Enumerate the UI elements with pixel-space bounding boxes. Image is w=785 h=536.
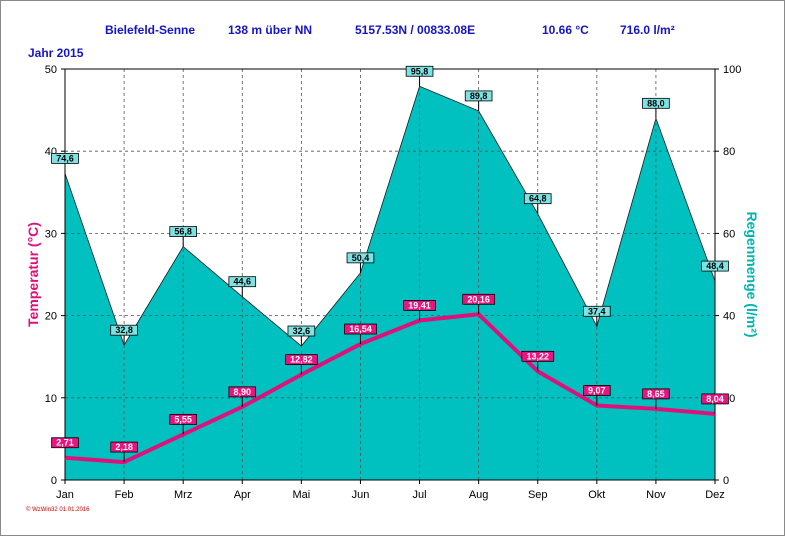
- precip-data-label-box: [287, 325, 316, 337]
- temp-data-label-box: [284, 354, 318, 366]
- y-tick-label-left: 50: [45, 64, 57, 76]
- precip-data-label-box: [228, 276, 257, 288]
- temp-data-label-box: [583, 385, 611, 396]
- station-coordinates: 5157.53N / 00833.08E: [355, 23, 476, 37]
- precip-data-label: 50,4: [352, 253, 370, 263]
- precip-data-label: 74,6: [56, 153, 74, 163]
- footer-credit: © WzWin32 01.01.2016: [26, 507, 90, 513]
- temp-data-label-box: [521, 350, 555, 362]
- precip-data-label: 95,8: [411, 66, 429, 76]
- precip-data-label-box: [405, 65, 434, 77]
- x-tick-label: Dez: [705, 489, 725, 501]
- y-axis-title-right: Regenmenge (l/m²): [744, 211, 760, 337]
- precip-data-label-box: [346, 252, 375, 264]
- station-name: Bielefeld-Senne: [105, 23, 196, 37]
- temp-data-label: 2,18: [115, 442, 133, 452]
- precip-data-label: 64,8: [529, 194, 547, 204]
- station-altitude: 138 m über NN: [228, 23, 313, 37]
- temp-data-label-box: [51, 437, 79, 449]
- x-tick-label: Mrz: [174, 489, 192, 501]
- x-tick-label: Aug: [469, 489, 489, 501]
- mean-temperature: 10.66 °C: [542, 23, 589, 37]
- precip-data-label: 56,8: [174, 227, 192, 237]
- temp-data-label-box: [462, 293, 496, 305]
- precip-data-label: 37,4: [588, 306, 606, 316]
- temp-data-label: 13,22: [526, 351, 549, 361]
- precip-data-label: 32,6: [293, 326, 311, 336]
- y-tick-label-left: 10: [45, 393, 57, 405]
- precipitation-total: 716.0 l/m²: [620, 23, 675, 37]
- y-tick-label-right: 80: [723, 146, 735, 158]
- precip-data-label: 32,8: [115, 325, 133, 335]
- x-tick-label: Okt: [588, 489, 605, 501]
- precip-data-label-box: [701, 260, 729, 272]
- x-tick-label: Nov: [646, 489, 666, 501]
- temp-data-label-box: [228, 386, 257, 398]
- temperature-line: [64, 312, 716, 465]
- x-tick-label: Sep: [528, 489, 548, 501]
- temp-data-label: 8,04: [706, 394, 724, 404]
- y-tick-label-right: 0: [723, 475, 729, 487]
- x-tick-label: Feb: [115, 489, 134, 501]
- temp-data-label-box: [701, 393, 729, 405]
- y-axis-title-left: Temperatur (°C): [25, 222, 41, 327]
- precip-data-label: 88,0: [647, 98, 665, 108]
- y-tick-label-left: 20: [45, 311, 57, 323]
- precip-data-label-box: [464, 90, 493, 102]
- precip-data-label-box: [169, 226, 197, 237]
- temp-data-label: 8,90: [234, 387, 252, 397]
- temp-data-label: 9,07: [588, 385, 606, 395]
- temp-data-label: 8,65: [647, 389, 665, 399]
- temp-data-label: 5,55: [174, 414, 192, 424]
- temp-data-label-box: [344, 323, 377, 335]
- temp-data-label-box: [642, 388, 670, 400]
- precip-data-label-box: [110, 324, 138, 336]
- temp-data-label: 16,54: [349, 324, 372, 334]
- precip-data-label: 89,8: [470, 91, 488, 101]
- precipitation-area: [64, 85, 716, 481]
- temp-data-label-box: [169, 413, 197, 425]
- x-tick-label: Jun: [352, 489, 370, 501]
- precip-data-label: 48,4: [706, 261, 724, 271]
- y-tick-label-left: 30: [45, 228, 57, 240]
- temp-data-label: 12,82: [290, 355, 313, 365]
- temp-data-label: 19,41: [408, 300, 431, 310]
- temp-data-label-box: [403, 300, 436, 311]
- year-label: Jahr 2015: [28, 46, 84, 60]
- temp-data-label: 20,16: [467, 294, 490, 304]
- precip-data-label-box: [51, 152, 79, 164]
- y-tick-label-right: 40: [723, 311, 735, 323]
- x-tick-label: Apr: [234, 489, 251, 501]
- temp-data-label-box: [110, 441, 138, 453]
- x-tick-label: Jul: [413, 489, 427, 501]
- y-tick-label-right: 60: [723, 228, 735, 240]
- y-tick-label-right: 100: [723, 64, 741, 76]
- precip-data-label-box: [583, 305, 611, 317]
- precip-data-label: 44,6: [234, 277, 252, 287]
- x-tick-label: Jan: [56, 489, 74, 501]
- temp-data-label: 2,71: [56, 438, 74, 448]
- y-tick-label-left: 0: [51, 475, 57, 487]
- x-tick-label: Mai: [292, 489, 310, 501]
- precip-data-label-box: [523, 193, 552, 205]
- precip-data-label-box: [642, 97, 670, 109]
